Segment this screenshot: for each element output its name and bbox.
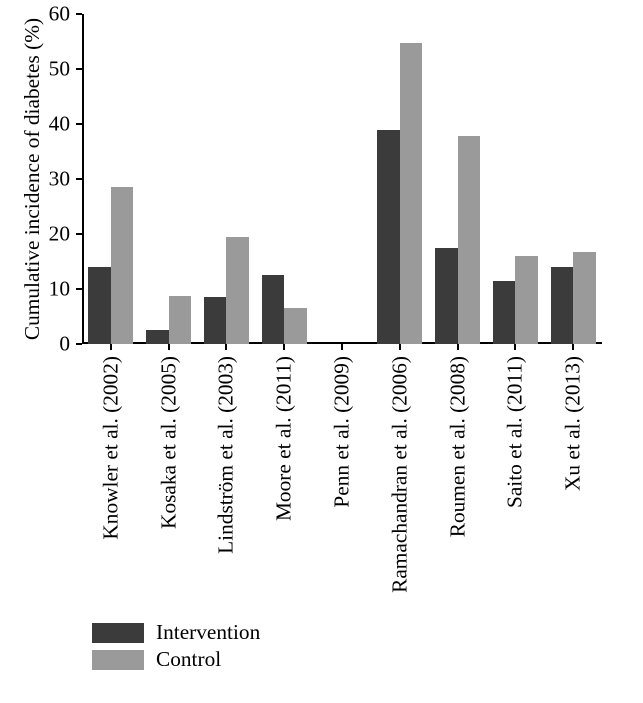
bar-intervention <box>146 330 169 344</box>
x-tick <box>457 344 459 350</box>
bar-intervention <box>88 267 111 344</box>
bar-intervention <box>493 281 516 344</box>
bar-intervention <box>262 275 285 344</box>
x-tick <box>225 344 227 350</box>
legend-swatch <box>92 650 144 670</box>
bar-control <box>111 187 134 344</box>
y-tick <box>76 343 82 345</box>
y-axis-line <box>82 14 84 344</box>
x-tick <box>514 344 516 350</box>
bar-control <box>573 252 596 344</box>
y-tick <box>76 288 82 290</box>
x-tick <box>399 344 401 350</box>
x-tick-label: Moore et al. (2011) <box>272 356 297 521</box>
legend-label: Intervention <box>156 620 260 645</box>
y-tick-label: 40 <box>0 112 70 137</box>
x-tick-label: Kosaka et al. (2005) <box>156 356 181 529</box>
legend-swatch <box>92 623 144 643</box>
y-tick-label: 0 <box>0 332 70 357</box>
bar-control <box>458 136 481 344</box>
legend-item: Control <box>92 647 260 672</box>
y-tick <box>76 178 82 180</box>
x-tick-label: Ramachandran et al. (2006) <box>387 356 412 593</box>
bar-control <box>515 256 538 344</box>
y-tick-label: 60 <box>0 2 70 27</box>
bar-control <box>169 296 192 344</box>
y-tick-label: 20 <box>0 222 70 247</box>
x-tick-label: Xu et al. (2013) <box>561 356 586 491</box>
x-tick <box>168 344 170 350</box>
bar-control <box>226 237 249 344</box>
legend-item: Intervention <box>92 620 260 645</box>
diabetes-incidence-chart: Cumulative incidence of diabetes (%) Int… <box>0 0 643 703</box>
x-tick-label: Lindström et al. (2003) <box>214 356 239 554</box>
x-tick <box>572 344 574 350</box>
y-tick <box>76 13 82 15</box>
bar-control <box>284 308 307 344</box>
legend-label: Control <box>156 647 221 672</box>
x-tick <box>283 344 285 350</box>
y-tick-label: 10 <box>0 277 70 302</box>
x-tick <box>110 344 112 350</box>
y-tick <box>76 68 82 70</box>
bar-control <box>400 43 423 344</box>
x-tick-label: Roumen et al. (2008) <box>445 356 470 537</box>
bar-intervention <box>551 267 574 344</box>
x-tick-label: Saito et al. (2011) <box>503 356 528 508</box>
x-tick <box>341 344 343 350</box>
bar-intervention <box>377 130 400 345</box>
legend: InterventionControl <box>92 620 260 674</box>
x-tick-label: Knowler et al. (2002) <box>98 356 123 540</box>
y-tick-label: 30 <box>0 167 70 192</box>
y-tick <box>76 123 82 125</box>
y-tick <box>76 233 82 235</box>
bar-intervention <box>435 248 458 344</box>
bar-intervention <box>204 297 227 344</box>
x-tick-label: Penn et al. (2009) <box>330 356 355 508</box>
y-tick-label: 50 <box>0 57 70 82</box>
